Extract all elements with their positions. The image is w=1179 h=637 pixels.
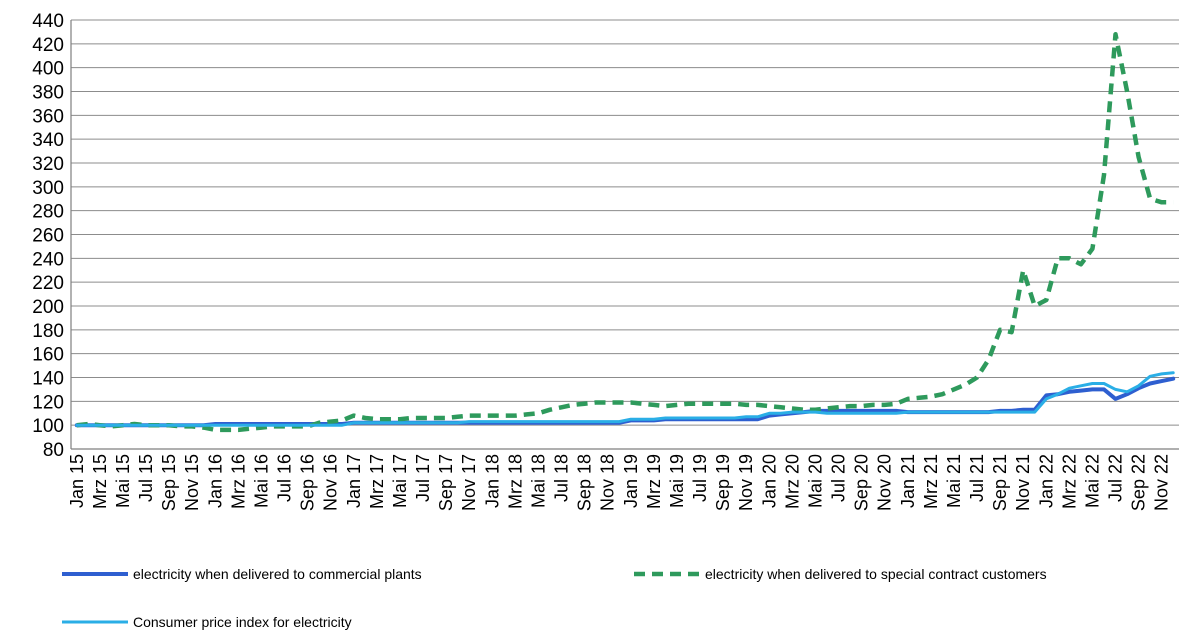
x-tick-label: Mai 15	[113, 454, 133, 508]
axes	[70, 20, 1179, 450]
y-tick-label: 360	[32, 106, 64, 127]
x-tick-label: Jul 21	[967, 454, 987, 502]
x-tick-label: Nov 15	[182, 454, 202, 511]
y-tick-label: 80	[43, 440, 64, 461]
y-tick-label: 380	[32, 83, 64, 104]
x-tick-label: Mrz 15	[90, 454, 110, 509]
x-tick-label: Mrz 19	[644, 454, 664, 509]
x-tick-label: Nov 18	[598, 454, 618, 511]
legend-label-3: Consumer price index for electricity	[133, 614, 352, 630]
x-tick-label: Sep 20	[852, 454, 872, 511]
x-tick-label: Jan 22	[1036, 454, 1056, 508]
x-tick-label: Jan 16	[205, 454, 225, 508]
x-tick-label: Sep 16	[298, 454, 318, 511]
y-tick-label: 340	[32, 130, 64, 151]
x-tick-label: Jul 22	[1106, 454, 1126, 502]
y-tick-label: 440	[32, 11, 64, 32]
x-tick-label: Mai 21	[944, 454, 964, 508]
x-tick-label: Nov 17	[459, 454, 479, 511]
x-tick-label: Jul 18	[552, 454, 572, 502]
x-tick-label: Sep 17	[436, 454, 456, 511]
x-tick-label: Sep 18	[575, 454, 595, 511]
x-tick-label: Sep 21	[990, 454, 1010, 511]
x-tick-label: Mrz 22	[1059, 454, 1079, 509]
x-tick-label: Jan 18	[482, 454, 502, 508]
x-tick-label: Jul 15	[136, 454, 156, 502]
x-tick-label: Jul 17	[413, 454, 433, 502]
legend-label-2: electricity when delivered to special co…	[705, 566, 1047, 582]
y-tick-label: 200	[32, 297, 64, 318]
x-tick-label: Jul 19	[690, 454, 710, 502]
y-tick-label: 400	[32, 59, 64, 80]
x-tick-label: Sep 22	[1129, 454, 1149, 511]
x-tick-label: Mai 17	[390, 454, 410, 508]
x-tick-label: Mai 20	[805, 454, 825, 508]
x-tick-label: Sep 19	[713, 454, 733, 511]
x-tick-label: Mrz 16	[228, 454, 248, 509]
y-tick-label: 100	[32, 416, 64, 437]
x-tick-label: Mai 18	[528, 454, 548, 508]
x-tick-label: Mrz 21	[921, 454, 941, 509]
gridlines	[71, 19, 1179, 426]
x-tick-label: Mrz 17	[367, 454, 387, 509]
y-tick-label: 300	[32, 178, 64, 199]
x-tick-label: Nov 16	[321, 454, 341, 511]
x-tick-label: Nov 21	[1013, 454, 1033, 511]
series-line-2	[76, 32, 1174, 433]
x-axis-tick-labels: Jan 15 Mrz 15 Mai 15 Jul 15 Sep 15 Nov 15 Jan …	[67, 454, 1172, 511]
x-tick-label: Jul 20	[829, 454, 849, 502]
x-tick-label: Jan 20	[759, 454, 779, 508]
x-tick-label: Jan 19	[621, 454, 641, 508]
x-tick-label: Nov 22	[1152, 454, 1172, 511]
x-tick-label: Jan 15	[67, 454, 87, 508]
series-lines	[74, 32, 1176, 433]
legend-label-1: electricity when delivered to commercial…	[133, 566, 422, 582]
y-tick-label: 420	[32, 35, 64, 56]
x-tick-label: Mrz 20	[782, 454, 802, 509]
x-tick-label: Nov 19	[736, 454, 756, 511]
y-tick-label: 120	[32, 392, 64, 413]
x-tick-label: Jan 17	[344, 454, 364, 508]
y-tick-label: 240	[32, 249, 64, 270]
y-tick-label: 260	[32, 226, 64, 247]
x-tick-label: Nov 20	[875, 454, 895, 511]
x-tick-label: Mai 16	[251, 454, 271, 508]
y-tick-label: 140	[32, 369, 64, 390]
x-tick-label: Jan 21	[898, 454, 918, 508]
series-line-3	[75, 371, 1175, 427]
x-tick-label: Mai 22	[1082, 454, 1102, 508]
y-tick-label: 220	[32, 273, 64, 294]
legend: electricity when delivered to commercial…	[62, 566, 1047, 630]
y-tick-label: 160	[32, 345, 64, 366]
x-tick-label: Mai 19	[667, 454, 687, 508]
x-tick-label: Jul 16	[275, 454, 295, 502]
series-line-1	[74, 376, 1176, 428]
y-tick-label: 320	[32, 154, 64, 175]
y-tick-label: 180	[32, 321, 64, 342]
y-tick-label: 280	[32, 202, 64, 223]
x-tick-label: Mrz 18	[505, 454, 525, 509]
x-tick-label: Sep 15	[159, 454, 179, 511]
